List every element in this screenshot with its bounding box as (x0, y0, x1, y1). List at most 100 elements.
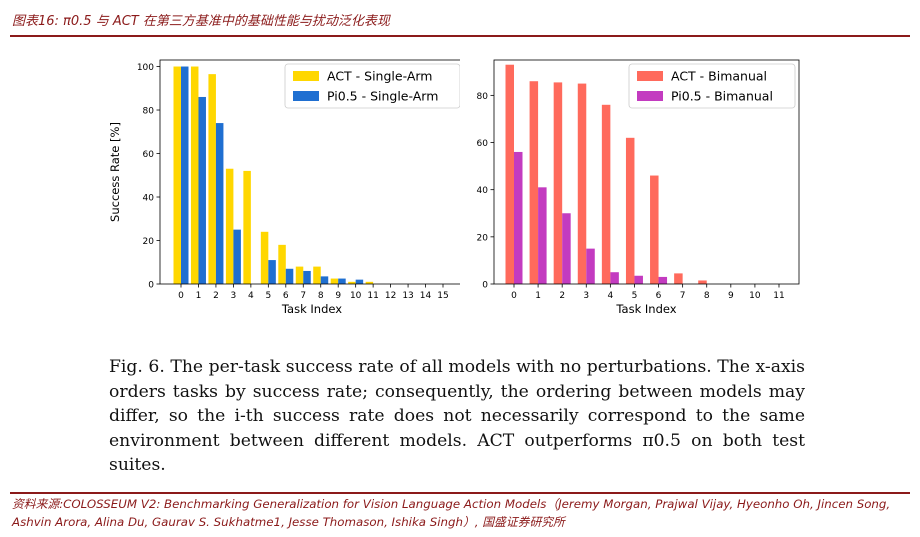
bar-0-4 (243, 170, 251, 284)
bar-1-2 (215, 123, 224, 284)
x-tick-label: 8 (318, 291, 324, 301)
x-tick-label: 2 (213, 291, 219, 301)
x-tick-label: 4 (607, 291, 613, 301)
legend-swatch-0 (637, 71, 663, 81)
legend-swatch-1 (293, 91, 319, 101)
bar-1-2 (562, 213, 571, 284)
bimanual-chart: 0 20 40 60 80 0 1 2 3 4 5 6 7 8 9 10 11 Task Index ACT - B… (477, 59, 800, 316)
y-tick-label: 40 (477, 186, 489, 196)
bar-0-10 (348, 281, 356, 284)
caption-text: Fig. 6. The per-task success rate of all… (109, 357, 805, 475)
x-tick-label: 2 (559, 291, 565, 301)
y-axis-label: Success Rate [%] (108, 122, 122, 222)
legend-label-1: Pi0.5 - Single-Arm (327, 89, 438, 104)
bar-0-0 (505, 64, 514, 284)
x-tick-label: 7 (680, 291, 686, 301)
x-tick-label: 11 (773, 291, 784, 301)
x-tick-label: 0 (178, 291, 184, 301)
legend: ACT - Bimanual Pi0.5 - Bimanual (628, 63, 796, 109)
x-tick-label: 8 (704, 291, 710, 301)
y-tick-label: 100 (137, 63, 154, 73)
bar-0-1 (190, 66, 199, 285)
x-tick-label: 12 (385, 291, 396, 301)
bar-0-1 (529, 81, 539, 284)
y-tick-label: 60 (143, 150, 155, 160)
bar-0-11 (365, 281, 374, 284)
y-tick-label: 20 (477, 233, 489, 243)
bar-0-5 (625, 137, 635, 284)
x-tick-label: 1 (535, 291, 541, 301)
y-tick-label: 60 (477, 139, 489, 149)
x-tick-label: 3 (231, 291, 237, 301)
plot-frame (493, 59, 800, 285)
legend-label-0: ACT - Single-Arm (327, 69, 432, 84)
legend-box (284, 63, 460, 109)
bar-1-8 (320, 276, 329, 284)
bar-1-3 (233, 229, 241, 284)
y-tick-label: 80 (477, 92, 489, 102)
bar-0-6 (650, 175, 659, 284)
bar-1-6 (658, 276, 668, 284)
legend-box (628, 63, 796, 109)
y-tick-label: 40 (143, 194, 155, 204)
x-tick-label: 7 (300, 291, 306, 301)
bar-0-6 (278, 244, 286, 284)
x-tick-label: 14 (420, 291, 432, 301)
x-tick-label: 10 (350, 291, 362, 301)
plot-frame (159, 59, 460, 285)
bar-1-0 (181, 66, 189, 285)
y-tick-label: 0 (482, 281, 488, 291)
bar-1-7 (303, 270, 311, 284)
x-tick-label: 10 (749, 291, 761, 301)
bar-0-3 (577, 83, 587, 284)
x-tick-label: 6 (656, 291, 662, 301)
x-tick-label: 3 (583, 291, 589, 301)
bar-0-9 (330, 278, 339, 284)
bar-0-8 (698, 280, 707, 284)
x-tick-label: 9 (728, 291, 734, 301)
bar-1-9 (338, 278, 346, 284)
source-rule (10, 492, 910, 494)
x-tick-label: 0 (511, 291, 517, 301)
figure-caption: Fig. 6. The per-task success rate of all… (109, 355, 805, 478)
bar-1-5 (268, 260, 276, 284)
bar-1-3 (586, 248, 595, 284)
y-tick-label: 20 (143, 237, 155, 247)
legend-label-0: ACT - Bimanual (671, 69, 767, 84)
x-axis-label: Task Index (281, 302, 342, 316)
bar-1-5 (634, 275, 643, 284)
bar-1-10 (355, 279, 364, 284)
bar-0-7 (295, 266, 304, 284)
bar-0-7 (674, 273, 683, 284)
x-tick-label: 6 (283, 291, 289, 301)
x-tick-label: 5 (632, 291, 638, 301)
bar-0-5 (260, 231, 269, 284)
y-tick-label: 80 (143, 107, 155, 117)
legend-label-1: Pi0.5 - Bimanual (671, 89, 773, 104)
header-rule (10, 35, 910, 37)
bar-0-2 (553, 82, 563, 285)
bar-1-0 (514, 151, 523, 284)
bar-1-6 (285, 268, 294, 284)
bar-1-1 (198, 96, 206, 284)
x-tick-label: 11 (367, 291, 378, 301)
bar-0-8 (313, 266, 321, 284)
x-axis-label: Task Index (615, 302, 676, 316)
x-tick-label: 4 (248, 291, 254, 301)
legend: ACT - Single-Arm Pi0.5 - Single-Arm (284, 63, 460, 109)
y-tick-label: 0 (148, 281, 154, 291)
legend-swatch-1 (637, 91, 663, 101)
bar-0-2 (208, 74, 216, 284)
bar-1-4 (610, 272, 619, 284)
source-note: 资料来源:COLOSSEUM V2: Benchmarking Generali… (12, 497, 891, 529)
bar-0-3 (225, 168, 234, 284)
legend-swatch-0 (293, 71, 319, 81)
x-tick-label: 9 (335, 291, 341, 301)
figure-header: 图表16: π0.5 与 ACT 在第三方基准中的基础性能与扰动泛化表现 (12, 14, 390, 29)
bar-0-0 (173, 66, 181, 285)
bar-0-4 (601, 104, 611, 284)
x-tick-label: 15 (437, 291, 448, 301)
bar-1-1 (538, 187, 547, 284)
x-tick-label: 1 (196, 291, 202, 301)
